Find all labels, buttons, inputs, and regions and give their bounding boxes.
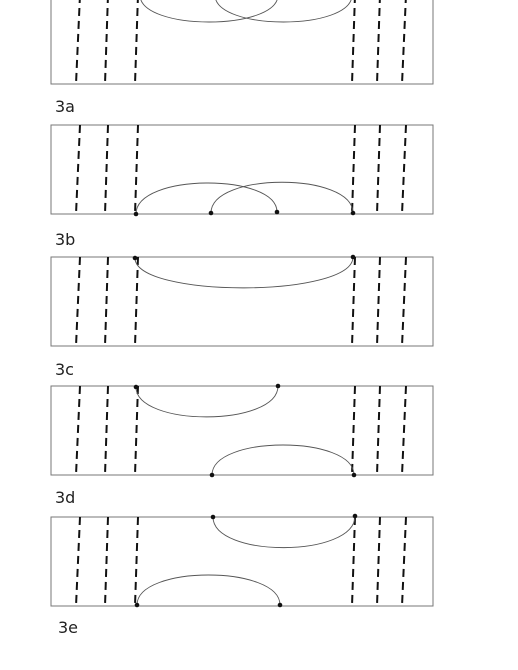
panel-label: 3b: [55, 230, 75, 249]
panel-3a: [50, 0, 434, 85]
panel-3c: [50, 254, 434, 347]
panel-label: 3d: [55, 488, 75, 507]
panel-3e: [50, 513, 434, 608]
panel-label: 3c: [55, 360, 74, 379]
panel-3d: [50, 383, 434, 478]
panel-label: 3e: [58, 618, 78, 637]
panel-label: 3a: [55, 97, 75, 116]
panel-3b: [50, 124, 434, 217]
